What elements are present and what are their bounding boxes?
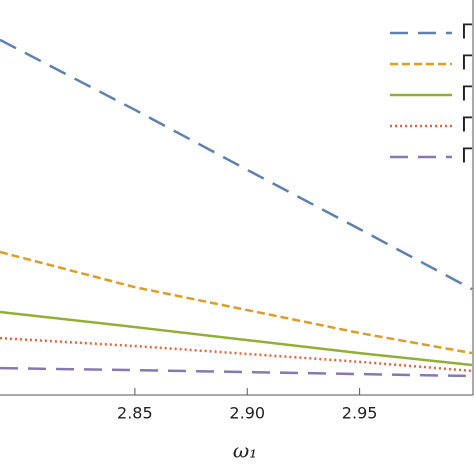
x-tick-label: 2.85 [117, 404, 153, 423]
legend-label: Γ [461, 82, 473, 106]
legend-label: Γ [461, 144, 473, 168]
series-line [0, 336, 473, 373]
series-line [0, 38, 473, 291]
series-line [0, 310, 473, 367]
x-axis-label: ω₁ [233, 439, 257, 463]
x-tick-label: 2.90 [229, 404, 265, 423]
x-tick-label: 2.95 [342, 404, 378, 423]
series-line [0, 366, 473, 378]
legend-label: Γ [461, 51, 473, 75]
legend-label: Γ [461, 113, 473, 137]
series-line [0, 250, 473, 355]
legend-label: Γ [461, 20, 473, 44]
